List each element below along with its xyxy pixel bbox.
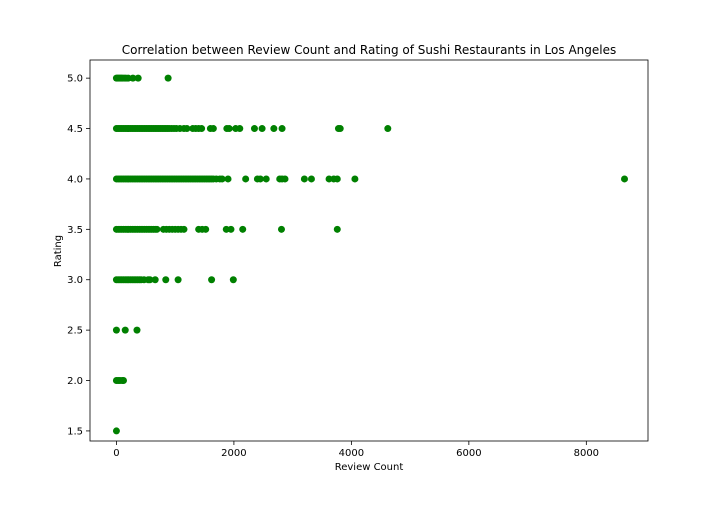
x-tick-label: 2000 [221, 448, 246, 459]
y-tick-label: 2.5 [67, 326, 83, 337]
data-point [258, 125, 266, 133]
data-point [236, 125, 244, 133]
data-point [129, 74, 137, 82]
x-tick-label: 8000 [574, 448, 599, 459]
data-point [153, 225, 161, 233]
data-point [351, 175, 359, 183]
data-point [307, 175, 315, 183]
data-point [621, 175, 629, 183]
y-tick-label: 3.0 [67, 275, 83, 286]
data-points [112, 74, 629, 435]
data-point [174, 276, 182, 284]
data-point [121, 326, 129, 334]
data-point [281, 175, 289, 183]
data-point [384, 125, 392, 133]
y-tick-label: 1.5 [67, 426, 83, 437]
chart-title: Correlation between Review Count and Rat… [122, 43, 616, 57]
data-point [333, 225, 341, 233]
data-point [162, 276, 170, 284]
data-point [336, 125, 344, 133]
y-tick-label: 4.5 [67, 124, 83, 135]
data-point [262, 175, 270, 183]
data-point [278, 125, 286, 133]
data-point [134, 74, 142, 82]
data-point [209, 125, 217, 133]
data-point [242, 175, 250, 183]
x-tick-label: 0 [113, 448, 119, 459]
data-point [208, 276, 216, 284]
data-point [146, 276, 154, 284]
data-point [164, 74, 172, 82]
data-point [202, 225, 210, 233]
x-axis-ticks: 0 2000 4000 6000 8000 [113, 441, 599, 459]
data-point [229, 276, 237, 284]
data-point [227, 225, 235, 233]
data-point [180, 225, 188, 233]
data-point [225, 125, 233, 133]
data-point [250, 125, 258, 133]
axes-frame [89, 59, 649, 442]
x-tick-label: 6000 [456, 448, 481, 459]
data-point [300, 175, 308, 183]
y-tick-label: 3.5 [67, 225, 83, 236]
data-point [119, 377, 127, 385]
data-point [333, 175, 341, 183]
y-axis-ticks: 1.5 2.0 2.5 3.0 3.5 4.0 4.5 5.0 [67, 74, 90, 437]
x-tick-label: 4000 [339, 448, 364, 459]
y-axis-label: Rating [53, 235, 64, 267]
x-axis-label: Review Count [335, 462, 404, 473]
y-tick-label: 2.0 [67, 376, 83, 387]
data-point [256, 175, 264, 183]
data-point [112, 427, 120, 435]
data-point [224, 175, 232, 183]
data-point [239, 225, 247, 233]
data-point [183, 125, 191, 133]
data-point [112, 326, 120, 334]
y-tick-label: 4.0 [67, 174, 83, 185]
data-point [133, 326, 141, 334]
data-point [151, 276, 159, 284]
data-point [218, 175, 226, 183]
data-point [270, 125, 278, 133]
y-tick-label: 5.0 [67, 74, 83, 85]
data-point [198, 125, 206, 133]
data-point [277, 225, 285, 233]
